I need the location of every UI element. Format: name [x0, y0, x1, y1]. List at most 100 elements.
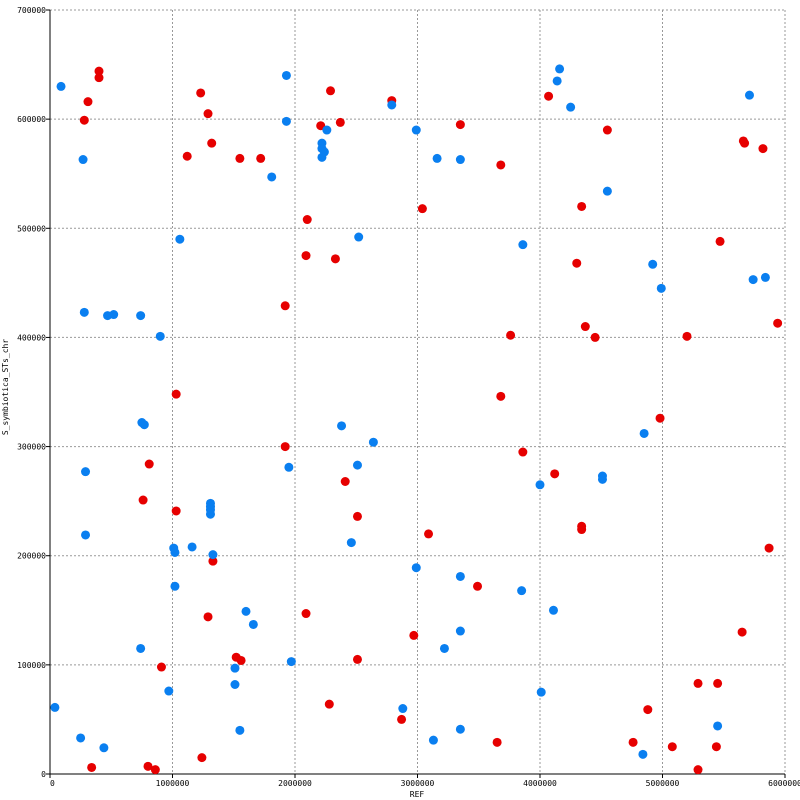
blue-point: [552, 76, 562, 86]
red-point: [203, 109, 213, 119]
red-point: [340, 476, 350, 486]
x-axis-label: REF: [410, 790, 425, 799]
blue-point: [428, 735, 438, 745]
blue-point: [230, 680, 240, 690]
red-point: [171, 506, 181, 516]
red-point: [473, 581, 483, 591]
x-tick-label: 5000000: [646, 779, 680, 788]
red-point: [280, 442, 290, 452]
red-point: [711, 742, 721, 752]
blue-point: [50, 702, 60, 712]
red-point: [171, 389, 181, 399]
blue-point: [760, 272, 770, 282]
blue-point: [170, 547, 180, 557]
red-point: [335, 117, 345, 127]
blue-point: [455, 155, 465, 165]
blue-point: [432, 153, 442, 163]
blue-point: [639, 428, 649, 438]
red-point: [143, 761, 153, 771]
y-tick-label: 300000: [17, 443, 46, 452]
blue-point: [136, 311, 146, 321]
red-point: [455, 120, 465, 130]
blue-point: [602, 186, 612, 196]
red-point: [544, 91, 554, 101]
blue-point: [597, 474, 607, 484]
red-point: [256, 153, 266, 163]
y-tick-label: 500000: [17, 224, 46, 233]
red-point: [580, 322, 590, 332]
blue-point: [155, 331, 165, 341]
blue-point: [555, 64, 565, 74]
blue-point: [648, 259, 658, 269]
blue-point: [79, 307, 89, 317]
red-point: [207, 138, 217, 148]
blue-point: [368, 437, 378, 447]
red-point: [87, 762, 97, 772]
y-tick-label: 200000: [17, 552, 46, 561]
blue-point: [656, 283, 666, 293]
red-point: [740, 138, 750, 148]
blue-point: [286, 657, 296, 667]
blue-point: [235, 725, 245, 735]
red-point: [492, 737, 502, 747]
blue-point: [387, 100, 397, 110]
x-tick-label: 6000000: [768, 779, 800, 788]
red-point: [682, 331, 692, 341]
blue-point: [317, 152, 327, 162]
x-tick-label: 2000000: [278, 779, 312, 788]
red-point: [236, 655, 246, 665]
red-point: [577, 201, 587, 211]
red-point: [326, 86, 336, 96]
red-point: [773, 318, 783, 328]
blue-point: [398, 704, 408, 714]
blue-point: [139, 420, 149, 430]
blue-point: [337, 421, 347, 431]
red-point: [424, 529, 434, 539]
red-point: [208, 556, 218, 566]
red-point: [496, 160, 506, 170]
red-point: [197, 753, 207, 763]
blue-point: [205, 509, 215, 519]
blue-point: [248, 619, 258, 629]
blue-point: [713, 721, 723, 731]
red-point: [352, 511, 362, 521]
red-point: [83, 97, 93, 107]
y-tick-label: 0: [41, 770, 46, 779]
red-point: [737, 627, 747, 637]
red-point: [94, 73, 104, 83]
blue-point: [208, 550, 218, 560]
y-tick-label: 600000: [17, 115, 46, 124]
red-point: [301, 609, 311, 619]
red-point: [758, 144, 768, 154]
red-point: [352, 654, 362, 664]
red-point: [280, 301, 290, 311]
blue-point: [78, 155, 88, 165]
blue-point: [638, 749, 648, 759]
blue-point: [411, 125, 421, 135]
blue-point: [241, 606, 251, 616]
x-tick-label: 4000000: [523, 779, 557, 788]
blue-point: [566, 102, 576, 112]
y-tick-label: 100000: [17, 661, 46, 670]
red-point: [138, 495, 148, 505]
blue-point: [411, 563, 421, 573]
blue-point: [517, 586, 527, 596]
x-tick-label: 0: [50, 779, 55, 788]
blue-point: [170, 581, 180, 591]
y-axis-label: S_symbiotica_STs_chr: [1, 339, 10, 436]
red-point: [156, 662, 166, 672]
red-point: [715, 236, 725, 246]
blue-point: [346, 538, 356, 548]
red-point: [764, 543, 774, 553]
red-point: [417, 204, 427, 214]
grid-lines: [49, 9, 786, 775]
blue-point: [748, 275, 758, 285]
red-point: [572, 258, 582, 268]
blue-point: [81, 530, 91, 540]
blue-point: [136, 643, 146, 653]
x-tick-label: 1000000: [156, 779, 190, 788]
blue-point: [354, 232, 364, 242]
blue-point: [187, 542, 197, 552]
y-tick-label: 700000: [17, 6, 46, 15]
